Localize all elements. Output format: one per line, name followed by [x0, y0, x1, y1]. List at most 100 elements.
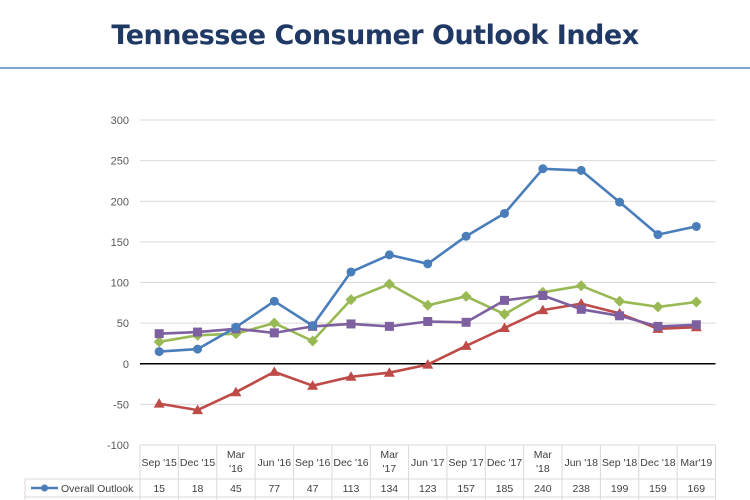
data-point-circle	[269, 296, 279, 306]
y-tick-label: 200	[111, 196, 129, 208]
table-value-cell: 18	[192, 483, 204, 495]
table-value-cell: 159	[649, 483, 667, 495]
y-tick-label: -100	[107, 440, 129, 452]
y-tick-label: 250	[111, 156, 129, 168]
table-value-cell: 240	[534, 483, 552, 495]
x-category-label: Jun '17	[411, 457, 445, 469]
data-point-square	[538, 291, 548, 300]
table-value-cell: 199	[611, 483, 629, 495]
x-category-label: '17	[383, 463, 397, 475]
y-tick-label: 50	[117, 318, 129, 330]
data-point-square	[615, 311, 625, 321]
table-value-cell: 113	[343, 483, 360, 495]
data-point-triangle	[537, 304, 549, 315]
data-point-circle	[653, 230, 663, 240]
x-category-label: Dec '15	[180, 457, 215, 469]
x-category-label: Mar'19	[680, 457, 712, 469]
data-point-diamond	[422, 299, 434, 311]
data-point-diamond	[652, 301, 664, 313]
data-point-triangle	[307, 380, 319, 390]
table-value-cell: 157	[457, 483, 475, 495]
x-category-label: Mar	[534, 449, 553, 461]
data-point-circle	[154, 347, 164, 357]
x-category-label: Mar	[227, 449, 246, 461]
table-value-cell: 169	[688, 483, 706, 495]
data-point-diamond	[268, 317, 280, 329]
data-point-square	[154, 329, 164, 339]
data-point-circle	[346, 267, 356, 277]
series-markers	[153, 164, 702, 415]
x-category-label: Dec '18	[640, 457, 675, 469]
x-category-label: '18	[536, 463, 550, 475]
data-point-triangle	[268, 366, 280, 376]
y-axis-ticks: 300 250 200 150 100 50 0 -50 -100	[107, 115, 129, 452]
data-point-square	[346, 319, 356, 329]
data-point-circle	[231, 322, 241, 332]
data-point-circle	[423, 259, 433, 269]
data-point-circle	[193, 344, 203, 354]
data-point-square	[653, 321, 663, 331]
data-point-circle	[461, 231, 471, 241]
y-tick-label: 150	[111, 237, 129, 249]
data-point-circle	[538, 164, 548, 174]
data-point-square	[576, 304, 586, 314]
data-point-square	[193, 327, 203, 337]
table-value-cell: 77	[268, 483, 280, 495]
data-point-square	[384, 321, 394, 331]
data-point-circle	[499, 208, 509, 218]
data-point-diamond	[460, 290, 472, 302]
y-tick-label: 300	[111, 115, 129, 127]
legend-series-label: Overall Outlook	[61, 483, 134, 495]
data-point-triangle	[153, 398, 165, 408]
table-value-cell: 123	[419, 483, 437, 495]
data-point-diamond	[575, 280, 587, 292]
x-category-label: Sep '16	[295, 457, 330, 469]
series-lines	[158, 167, 697, 412]
data-point-square	[269, 328, 279, 338]
table-value-cell: 15	[153, 483, 165, 495]
table-value-cell: 134	[381, 483, 399, 495]
data-point-triangle	[383, 367, 395, 377]
data-point-diamond	[307, 335, 319, 347]
data-point-triangle	[422, 359, 434, 369]
x-category-label: Jun '18	[564, 457, 598, 469]
x-category-label: '16	[229, 463, 243, 475]
x-category-label: Dec '17	[487, 457, 522, 469]
table-value-cell: 45	[230, 483, 242, 495]
table-value-cell: 47	[307, 483, 319, 495]
data-point-triangle	[192, 404, 204, 415]
data-point-circle	[576, 165, 586, 175]
data-point-diamond	[345, 294, 357, 306]
data-point-diamond	[153, 336, 165, 348]
data-point-triangle	[345, 371, 357, 381]
data-point-circle	[384, 250, 394, 260]
data-point-diamond	[690, 296, 702, 308]
x-category-label: Dec '16	[333, 457, 368, 469]
data-point-square	[423, 317, 433, 326]
data-point-square	[499, 295, 509, 305]
data-point-square	[461, 317, 471, 327]
x-category-label: Sep '17	[448, 457, 483, 469]
data-point-diamond	[498, 308, 510, 320]
table-value-cell: 238	[572, 483, 590, 495]
data-point-circle	[615, 197, 625, 207]
data-point-circle	[691, 221, 701, 231]
data-point-triangle	[498, 322, 510, 332]
data-point-circle	[308, 321, 318, 331]
data-point-triangle	[460, 340, 472, 350]
chart-title: Tennessee Consumer Outlook Index	[111, 20, 639, 51]
legend-marker-icon	[41, 484, 48, 492]
data-point-diamond	[383, 278, 395, 290]
data-point-triangle	[230, 386, 242, 397]
data-point-square	[691, 320, 701, 330]
title-separator	[0, 67, 750, 69]
x-category-label: Jun '16	[258, 457, 292, 469]
y-tick-label: 0	[123, 359, 129, 371]
x-category-label: Sep '18	[602, 457, 637, 469]
x-category-label: Sep '15	[142, 457, 177, 469]
table-value-cell: 185	[496, 483, 514, 495]
y-tick-label: -50	[113, 399, 129, 411]
data-point-diamond	[614, 295, 626, 307]
